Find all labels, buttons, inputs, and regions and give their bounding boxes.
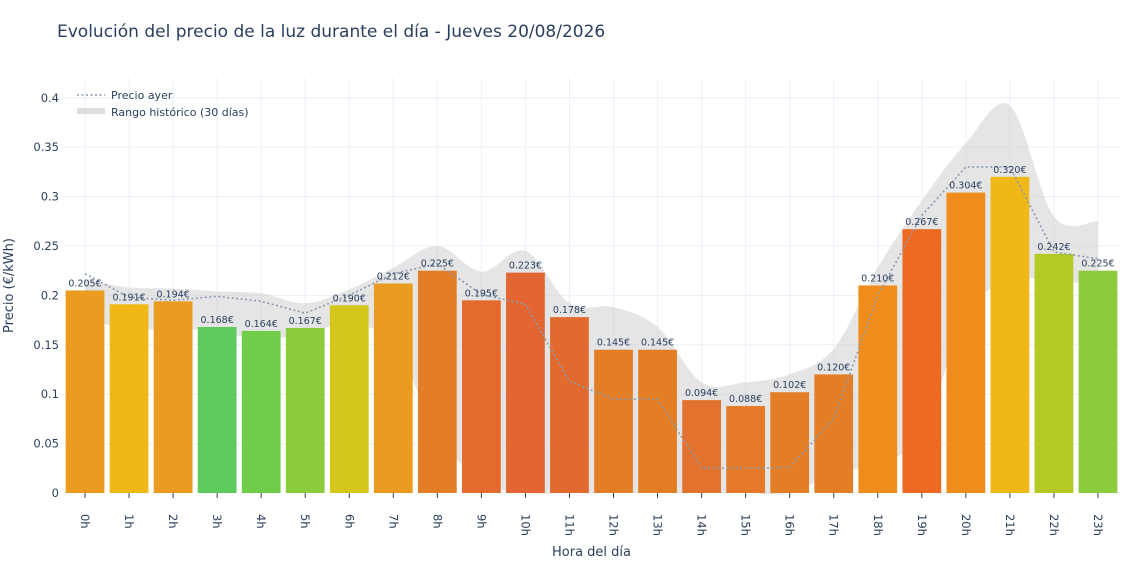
bar-value-label: 0.242€ bbox=[1037, 242, 1070, 253]
x-tick-label: 14h bbox=[695, 514, 709, 536]
data-labels: 0.205€ 0.191€ 0.194€ 0.168€ 0.164€ 0.167€ 0.19… bbox=[68, 165, 1114, 405]
bar-value-label: 0.178€ bbox=[553, 305, 586, 316]
x-tick-label: 21h bbox=[1003, 514, 1017, 536]
price-bar bbox=[153, 301, 193, 493]
bar-value-label: 0.094€ bbox=[685, 388, 718, 399]
price-bar bbox=[946, 192, 986, 493]
price-bar bbox=[594, 349, 633, 493]
bar-value-label: 0.164€ bbox=[245, 319, 278, 330]
x-tick-label: 4h bbox=[254, 514, 268, 529]
bar-value-label: 0.225€ bbox=[1081, 259, 1114, 270]
bar-value-label: 0.320€ bbox=[993, 165, 1026, 176]
y-tick-label: 0.4 bbox=[41, 91, 59, 105]
x-tick-label: 3h bbox=[210, 514, 224, 529]
x-tick-label: 10h bbox=[518, 514, 532, 536]
y-tick-label: 0.2 bbox=[41, 288, 59, 302]
bar-value-label: 0.167€ bbox=[289, 316, 322, 327]
y-tick-label: 0.35 bbox=[33, 140, 59, 154]
x-tick-label: 12h bbox=[607, 514, 621, 536]
x-tick-label: 18h bbox=[871, 514, 885, 536]
bar-value-label: 0.145€ bbox=[597, 338, 630, 349]
bar-value-label: 0.304€ bbox=[949, 181, 982, 192]
y-axis-title: Precio (€/kWh) bbox=[2, 238, 17, 333]
price-bar bbox=[682, 400, 721, 493]
bar-value-label: 0.212€ bbox=[377, 272, 410, 283]
price-bar bbox=[417, 270, 457, 493]
price-bar bbox=[241, 330, 281, 493]
bar-value-label: 0.194€ bbox=[156, 289, 189, 300]
x-tick-label: 22h bbox=[1047, 514, 1061, 536]
y-tick-label: 0.05 bbox=[33, 437, 59, 451]
x-tick-label: 17h bbox=[827, 514, 841, 536]
x-tick-label: 16h bbox=[783, 514, 797, 536]
y-tick-label: 0 bbox=[52, 486, 59, 500]
price-bar bbox=[550, 317, 589, 493]
price-bar bbox=[726, 406, 766, 493]
x-tick-label: 1h bbox=[122, 514, 136, 529]
y-tick-label: 0.25 bbox=[33, 239, 59, 253]
price-bar bbox=[1034, 253, 1074, 493]
y-tick-label: 0.3 bbox=[41, 190, 59, 204]
x-tick-label: 13h bbox=[651, 514, 665, 536]
price-bar bbox=[65, 290, 105, 493]
legend-item-range: Rango histórico (30 días) bbox=[111, 106, 249, 119]
price-bar bbox=[462, 300, 501, 493]
x-tick-label: 0h bbox=[78, 514, 92, 529]
price-bar bbox=[109, 304, 149, 493]
price-bar bbox=[858, 285, 898, 493]
x-axis-title: Hora del día bbox=[552, 545, 631, 560]
yesterday-price-line bbox=[84, 166, 1099, 470]
bar-value-label: 0.088€ bbox=[729, 394, 762, 405]
price-bar bbox=[770, 392, 810, 493]
x-tick-label: 19h bbox=[915, 514, 929, 536]
bar-value-label: 0.190€ bbox=[333, 293, 366, 304]
x-tick-label: 11h bbox=[562, 514, 576, 536]
bar-value-label: 0.168€ bbox=[201, 315, 234, 326]
price-bar bbox=[990, 176, 1030, 494]
bar-value-label: 0.205€ bbox=[68, 278, 101, 289]
x-tick-label: 7h bbox=[386, 514, 400, 529]
x-tick-label: 5h bbox=[298, 514, 312, 529]
bar-value-label: 0.102€ bbox=[773, 380, 806, 391]
legend-item-yesterday: Precio ayer bbox=[111, 89, 173, 102]
bar-value-label: 0.120€ bbox=[817, 362, 850, 373]
chart-title: Evolución del precio de la luz durante e… bbox=[57, 22, 606, 42]
bar-value-label: 0.225€ bbox=[421, 259, 454, 270]
x-tick-label: 8h bbox=[430, 514, 444, 529]
bar-value-label: 0.195€ bbox=[465, 288, 498, 299]
x-tick-label: 2h bbox=[166, 514, 180, 529]
legend[interactable]: Precio ayer Rango histórico (30 días) bbox=[77, 89, 249, 119]
x-tick-label: 23h bbox=[1091, 514, 1105, 536]
bar-value-label: 0.223€ bbox=[509, 261, 542, 272]
price-bar bbox=[329, 305, 369, 493]
y-tick-label: 0.15 bbox=[33, 338, 59, 352]
x-tick-label: 15h bbox=[739, 514, 753, 536]
x-tick-label: 6h bbox=[342, 514, 356, 529]
axes: 0 0.05 0.1 0.15 0.2 0.25 0.3 0.35 0.4 0h 1h 2h 3h 4h 5… bbox=[2, 91, 1105, 560]
price-bar bbox=[506, 272, 545, 493]
price-bar bbox=[1078, 270, 1118, 493]
bar-value-label: 0.210€ bbox=[861, 274, 894, 285]
price-bar bbox=[285, 327, 325, 493]
price-bar bbox=[197, 327, 237, 493]
y-tick-label: 0.1 bbox=[41, 387, 59, 401]
bar-value-label: 0.191€ bbox=[112, 292, 145, 303]
bar-value-label: 0.267€ bbox=[905, 217, 938, 228]
price-bar bbox=[373, 283, 413, 493]
price-bar bbox=[638, 349, 677, 493]
yesterday-line bbox=[84, 166, 1099, 470]
bar-value-label: 0.145€ bbox=[641, 338, 674, 349]
x-tick-label: 20h bbox=[959, 514, 973, 536]
legend-band-swatch bbox=[77, 108, 105, 114]
price-bar bbox=[902, 229, 942, 493]
x-tick-label: 9h bbox=[474, 514, 488, 529]
bars bbox=[65, 176, 1118, 494]
